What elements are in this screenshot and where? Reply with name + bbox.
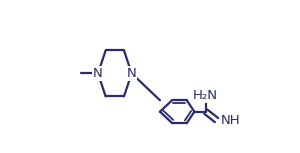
Text: NH: NH <box>221 114 241 127</box>
Text: N: N <box>93 67 103 80</box>
Text: H₂N: H₂N <box>193 89 217 102</box>
Text: N: N <box>127 67 136 80</box>
